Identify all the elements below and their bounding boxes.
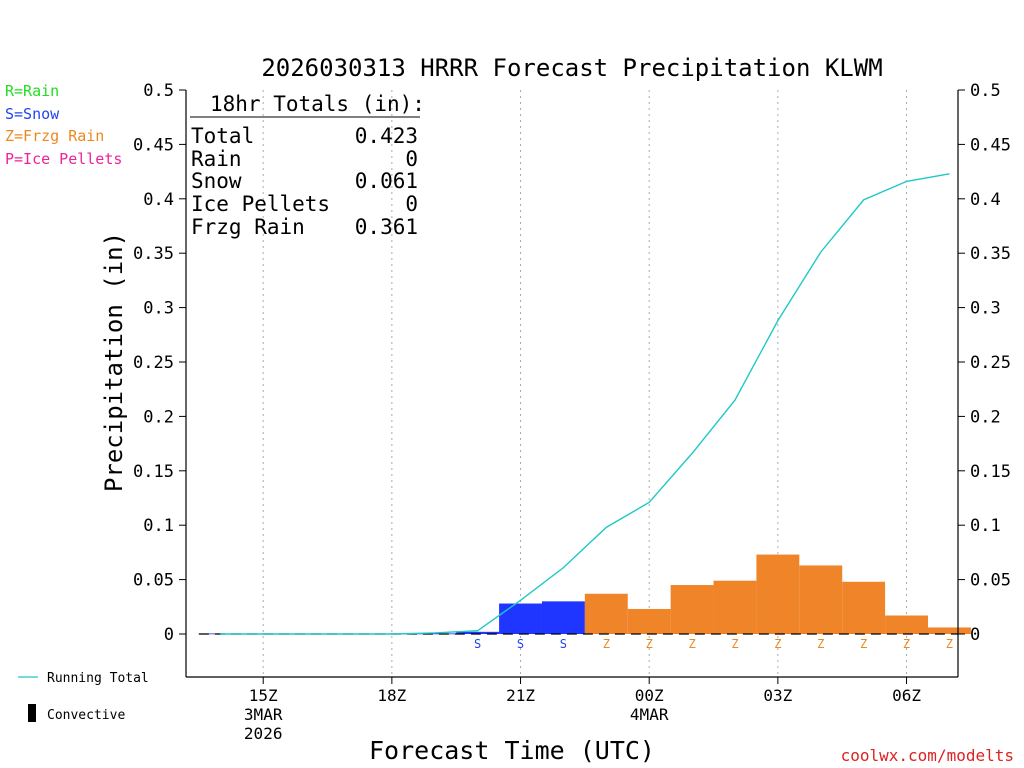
x-tick-date-3: 4MAR — [630, 705, 669, 724]
y-tick-label-left-5: 0.25 — [133, 353, 174, 373]
y-tick-label-right-1: 0.05 — [970, 571, 1011, 591]
precip-bar-9 — [584, 593, 628, 634]
y-tick-label-right-4: 0.2 — [970, 407, 1001, 427]
totals-heading: 18hr Totals (in): — [210, 92, 425, 116]
precip-bar-13 — [756, 554, 800, 634]
totals-snow-value: 0.061 — [355, 169, 418, 193]
precip-bar-11 — [670, 585, 714, 634]
type-marker-10: Z — [903, 637, 910, 651]
type-marker-2: S — [560, 637, 567, 651]
type-marker-7: Z — [774, 637, 781, 651]
x-tick-label-5: 06Z — [892, 686, 921, 705]
precip-bar-14 — [799, 565, 843, 634]
y-tick-label-left-2: 0.1 — [143, 516, 174, 536]
bars-layer — [198, 554, 971, 635]
convective-legend-swatch — [28, 704, 36, 722]
axes-layer: 0 0 0.05 0.05 0.1 0.1 0.15 0.15 0.2 0.2 0.25 0.25 0.… — [133, 81, 1011, 743]
y-tick-label-left-8: 0.4 — [143, 190, 174, 210]
convective-legend-label: Convective — [47, 708, 125, 723]
chart-title: 2026030313 HRRR Forecast Precipitation K… — [261, 54, 882, 82]
totals-frzg-rain-value: 0.361 — [355, 215, 418, 239]
y-tick-label-left-7: 0.35 — [133, 244, 174, 264]
type-marker-5: Z — [688, 637, 695, 651]
legend-snow: S=Snow — [5, 105, 60, 123]
y-tick-label-right-7: 0.35 — [970, 244, 1011, 264]
totals-rain-value: 0 — [405, 147, 418, 171]
precip-bar-5 — [413, 633, 457, 635]
type-marker-8: Z — [817, 637, 824, 651]
totals-frzg-rain-label: Frzg Rain — [191, 215, 305, 239]
running-total-layer — [220, 173, 950, 635]
precip-bar-15 — [842, 581, 886, 634]
y-axis-label: Precipitation (in) — [100, 232, 128, 492]
type-marker-1: S — [517, 637, 524, 651]
x-tick-label-3: 00Z — [635, 686, 664, 705]
totals-ice-pellets-value: 0 — [405, 192, 418, 216]
precip-bar-8 — [541, 601, 585, 634]
y-tick-label-right-6: 0.3 — [970, 299, 1001, 319]
precip-bar-12 — [713, 580, 757, 634]
legend-frzg-rain: Z=Frzg Rain — [5, 127, 104, 145]
type-marker-11: Z — [946, 637, 953, 651]
totals-total-value: 0.423 — [355, 124, 418, 148]
y-tick-label-left-1: 0.05 — [133, 571, 174, 591]
y-tick-label-left-3: 0.15 — [133, 462, 174, 482]
x-tick-label-1: 18Z — [377, 686, 406, 705]
totals-total-label: Total — [191, 124, 254, 148]
type-marker-3: Z — [603, 637, 610, 651]
type-marker-0: S — [474, 637, 481, 651]
y-tick-label-left-4: 0.2 — [143, 407, 174, 427]
y-tick-label-right-9: 0.45 — [970, 135, 1011, 155]
totals-snow-label: Snow — [191, 169, 242, 193]
y-tick-label-right-5: 0.25 — [970, 353, 1011, 373]
x-tick-date-0: 3MAR — [244, 705, 283, 724]
y-tick-label-left-6: 0.3 — [143, 299, 174, 319]
x-tick-year-0: 2026 — [244, 724, 283, 743]
running-total-legend-label: Running Total — [47, 671, 149, 686]
type-marker-4: Z — [646, 637, 653, 651]
y-tick-label-right-3: 0.15 — [970, 462, 1011, 482]
y-tick-label-right-10: 0.5 — [970, 81, 1001, 101]
totals-rain-label: Rain — [191, 147, 242, 171]
grid-layer — [262, 90, 908, 677]
y-tick-label-right-8: 0.4 — [970, 190, 1001, 210]
y-tick-label-left-9: 0.45 — [133, 135, 174, 155]
type-marker-6: Z — [731, 637, 738, 651]
totals-box: 18hr Totals (in): Total 0.423 Rain 0 Sno… — [190, 92, 425, 239]
credit-text: coolwx.com/modelts — [841, 746, 1014, 765]
y-tick-label-right-0: 0 — [970, 625, 980, 645]
x-tick-label-4: 03Z — [763, 686, 792, 705]
precip-bar-10 — [627, 608, 671, 634]
precip-bar-16 — [885, 615, 928, 634]
precip-bar-7 — [499, 603, 542, 634]
x-axis-label: Forecast Time (UTC) — [369, 736, 655, 765]
totals-ice-pellets-label: Ice Pellets — [191, 192, 330, 216]
type-marker-9: Z — [860, 637, 867, 651]
y-tick-label-left-0: 0 — [164, 625, 174, 645]
x-tick-label-0: 15Z — [249, 686, 278, 705]
running-total-line — [220, 173, 950, 635]
precip-bar-6 — [456, 631, 500, 634]
precip-bar-17 — [927, 627, 971, 634]
x-tick-label-2: 21Z — [506, 686, 535, 705]
y-tick-label-right-2: 0.1 — [970, 516, 1001, 536]
y-tick-label-left-10: 0.5 — [143, 81, 174, 101]
legend-rain: R=Rain — [5, 82, 59, 100]
legend-ice-pellets: P=Ice Pellets — [5, 150, 122, 168]
